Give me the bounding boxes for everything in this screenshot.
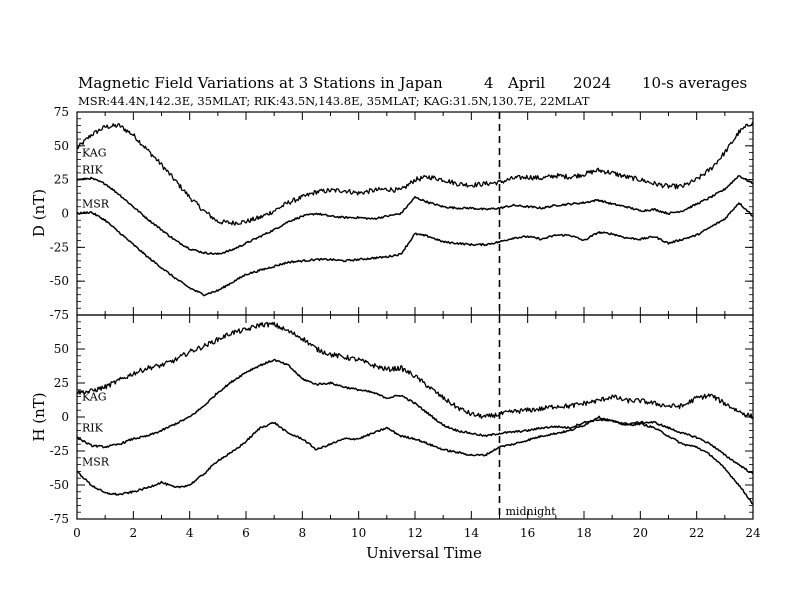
y-tick-label: -75: [50, 512, 69, 526]
y-tick-label: 50: [54, 342, 69, 356]
series-line-kag-d: [76, 121, 754, 226]
midnight-label: midnight: [506, 505, 557, 518]
y-tick-label: -25: [50, 444, 69, 458]
top-y-axis-title: D (nT): [30, 189, 48, 237]
bottom-y-tick-labels: 50 25 0 -25 -50 -75: [50, 342, 69, 526]
y-tick-label: -50: [50, 478, 69, 492]
x-tick-label: 4: [186, 526, 194, 540]
y-tick-label: 0: [61, 410, 69, 424]
series-label-msr: MSR: [82, 455, 110, 468]
chart-date-year: 2024: [573, 74, 611, 92]
station-coordinates: MSR:44.4N,142.3E, 35MLAT; RIK:43.5N,143.…: [78, 94, 590, 108]
series-labels: KAG RIK MSR KAG RIK MSR: [82, 147, 110, 469]
bottom-y-axis-title: H (nT): [30, 392, 48, 441]
x-tick-label: 12: [407, 526, 422, 540]
x-tick-label: 0: [73, 526, 81, 540]
y-tick-label: 25: [54, 173, 69, 187]
x-tick-label: 22: [689, 526, 704, 540]
series-line-rik-d: [76, 175, 754, 255]
y-tick-label: 75: [54, 105, 69, 119]
chart-title: Magnetic Field Variations at 3 Stations …: [78, 74, 443, 92]
bottom-panel-frame: [76, 314, 754, 520]
axis-ticks: [76, 111, 754, 520]
chart-date-day: 4: [484, 74, 494, 92]
series-label-rik: RIK: [82, 164, 104, 177]
x-tick-label: 18: [576, 526, 591, 540]
series-label-rik: RIK: [82, 421, 104, 434]
top-y-tick-labels: 75 50 25 0 -25 -50 -75: [50, 105, 69, 322]
bottom-panel-series: [76, 321, 754, 505]
x-tick-label: 8: [299, 526, 307, 540]
y-tick-label: 0: [61, 207, 69, 221]
series-line-kag-h: [76, 321, 754, 420]
y-tick-label: 25: [54, 376, 69, 390]
chart-averaging: 10-s averages: [642, 74, 747, 92]
x-tick-label: 14: [464, 526, 480, 540]
series-label-kag: KAG: [82, 147, 107, 160]
x-tick-label: 6: [242, 526, 250, 540]
y-tick-label: 50: [54, 139, 69, 153]
y-tick-label: -50: [50, 274, 69, 288]
x-tick-label: 16: [520, 526, 535, 540]
x-tick-label: 20: [633, 526, 648, 540]
series-label-kag: KAG: [82, 391, 107, 404]
chart-date-month: April: [507, 74, 545, 92]
x-tick-label: 10: [351, 526, 366, 540]
x-tick-labels: 0 2 4 6 8 10 12 14 16 18 20 22 24: [73, 526, 761, 540]
series-line-msr-d: [76, 202, 754, 297]
y-tick-label: -75: [50, 308, 69, 322]
y-tick-label: -25: [50, 240, 69, 254]
top-panel-frame: [76, 111, 754, 316]
x-tick-label: 24: [745, 526, 761, 540]
series-line-msr-h: [76, 415, 754, 505]
x-tick-label: 2: [130, 526, 138, 540]
x-axis-title: Universal Time: [366, 544, 482, 562]
series-label-msr: MSR: [82, 198, 110, 211]
top-panel-series: [76, 121, 754, 297]
